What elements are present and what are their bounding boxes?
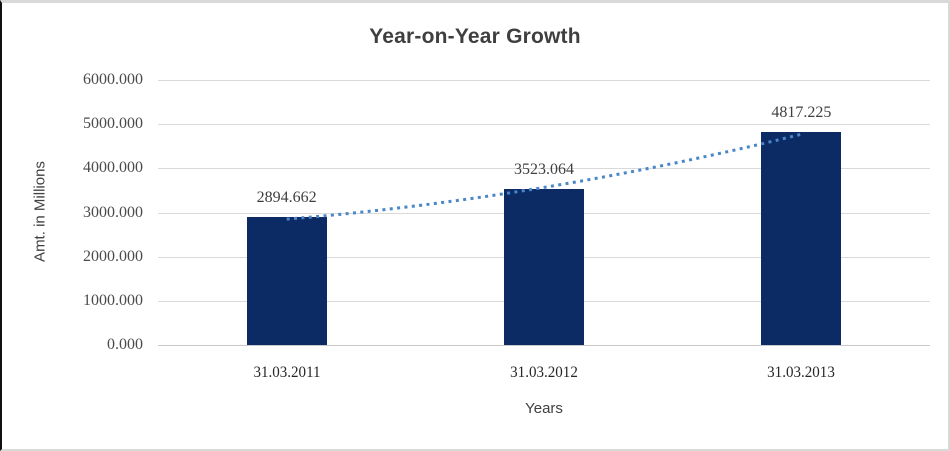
data-label: 3523.064 bbox=[514, 161, 574, 179]
y-tick-label: 1000.000 bbox=[83, 291, 143, 309]
y-tick-label: 4000.000 bbox=[83, 159, 143, 177]
gridline bbox=[158, 80, 930, 81]
y-tick-label: 6000.000 bbox=[83, 71, 143, 88]
data-label: 4817.225 bbox=[771, 104, 832, 122]
x-category-label: 31.03.2013 bbox=[767, 364, 836, 381]
x-category-label: 31.03.2012 bbox=[510, 364, 578, 381]
y-tick-label: 2000.000 bbox=[83, 247, 143, 265]
y-tick-label: 5000.000 bbox=[83, 115, 143, 133]
x-axis-title: Years bbox=[525, 400, 563, 417]
gridline bbox=[158, 124, 930, 126]
y-tick-label: 0.000 bbox=[107, 336, 143, 353]
bar bbox=[504, 189, 584, 345]
bar bbox=[761, 132, 842, 345]
x-category-label: 31.03.2011 bbox=[253, 364, 321, 381]
bar bbox=[246, 217, 327, 345]
data-label: 2894.662 bbox=[256, 189, 317, 207]
y-tick-label: 3000.000 bbox=[83, 203, 143, 221]
chart-title: Year-on-Year Growth bbox=[369, 25, 581, 48]
x-axis-line bbox=[158, 345, 930, 346]
